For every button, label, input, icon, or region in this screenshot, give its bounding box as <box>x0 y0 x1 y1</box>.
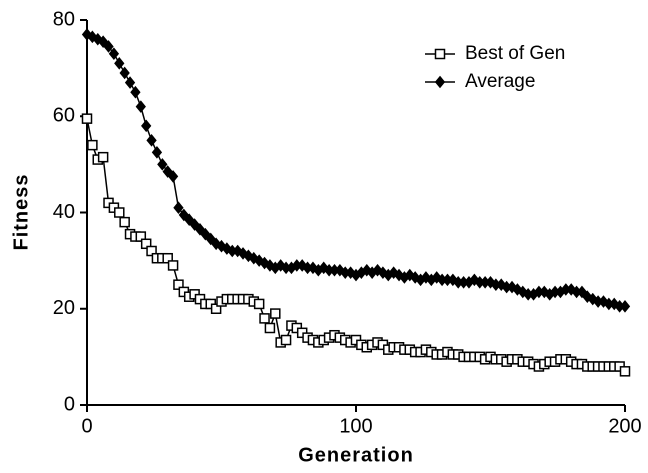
legend-label: Average <box>465 71 535 92</box>
y-tick-label: 0 <box>64 393 75 415</box>
y-tick-label: 80 <box>53 8 75 30</box>
data-point <box>146 134 157 147</box>
data-point <box>146 245 157 257</box>
x-tick-label: 0 <box>81 415 92 437</box>
data-point <box>280 334 292 346</box>
data-point <box>140 238 152 250</box>
data-point <box>141 119 152 133</box>
y-tick-label: 60 <box>53 105 75 127</box>
data-point <box>124 76 136 89</box>
data-point <box>114 207 125 218</box>
legend-marker <box>434 75 446 89</box>
data-point <box>167 260 179 271</box>
data-point <box>210 303 222 314</box>
y-tick-label: 20 <box>53 297 75 319</box>
data-point <box>167 170 179 183</box>
x-tick-label: 100 <box>339 415 372 437</box>
data-point <box>270 308 281 319</box>
data-point <box>162 252 173 264</box>
y-tick-label: 40 <box>53 201 75 223</box>
series-line <box>86 118 626 372</box>
data-point <box>135 231 147 242</box>
data-point <box>119 66 130 80</box>
x-tick-label: 200 <box>608 415 641 437</box>
data-point <box>151 146 163 159</box>
legend-marker <box>434 48 446 60</box>
data-point <box>87 139 98 151</box>
data-point <box>135 100 146 113</box>
data-point <box>619 300 631 313</box>
data-point <box>114 57 125 70</box>
x-axis-label: Generation <box>298 444 414 466</box>
data-point <box>97 151 109 163</box>
legend-label: Best of Gen <box>465 43 565 64</box>
data-point <box>259 313 270 324</box>
data-point <box>173 279 184 290</box>
data-point <box>253 298 265 310</box>
data-point <box>619 366 631 377</box>
data-point <box>264 322 276 334</box>
data-point <box>81 113 93 124</box>
data-point <box>173 201 184 214</box>
y-axis-label: Fitness <box>10 173 32 250</box>
data-point <box>103 40 114 53</box>
data-point <box>119 216 130 228</box>
data-point <box>108 47 120 60</box>
data-point <box>130 85 141 99</box>
data-point <box>157 158 168 171</box>
